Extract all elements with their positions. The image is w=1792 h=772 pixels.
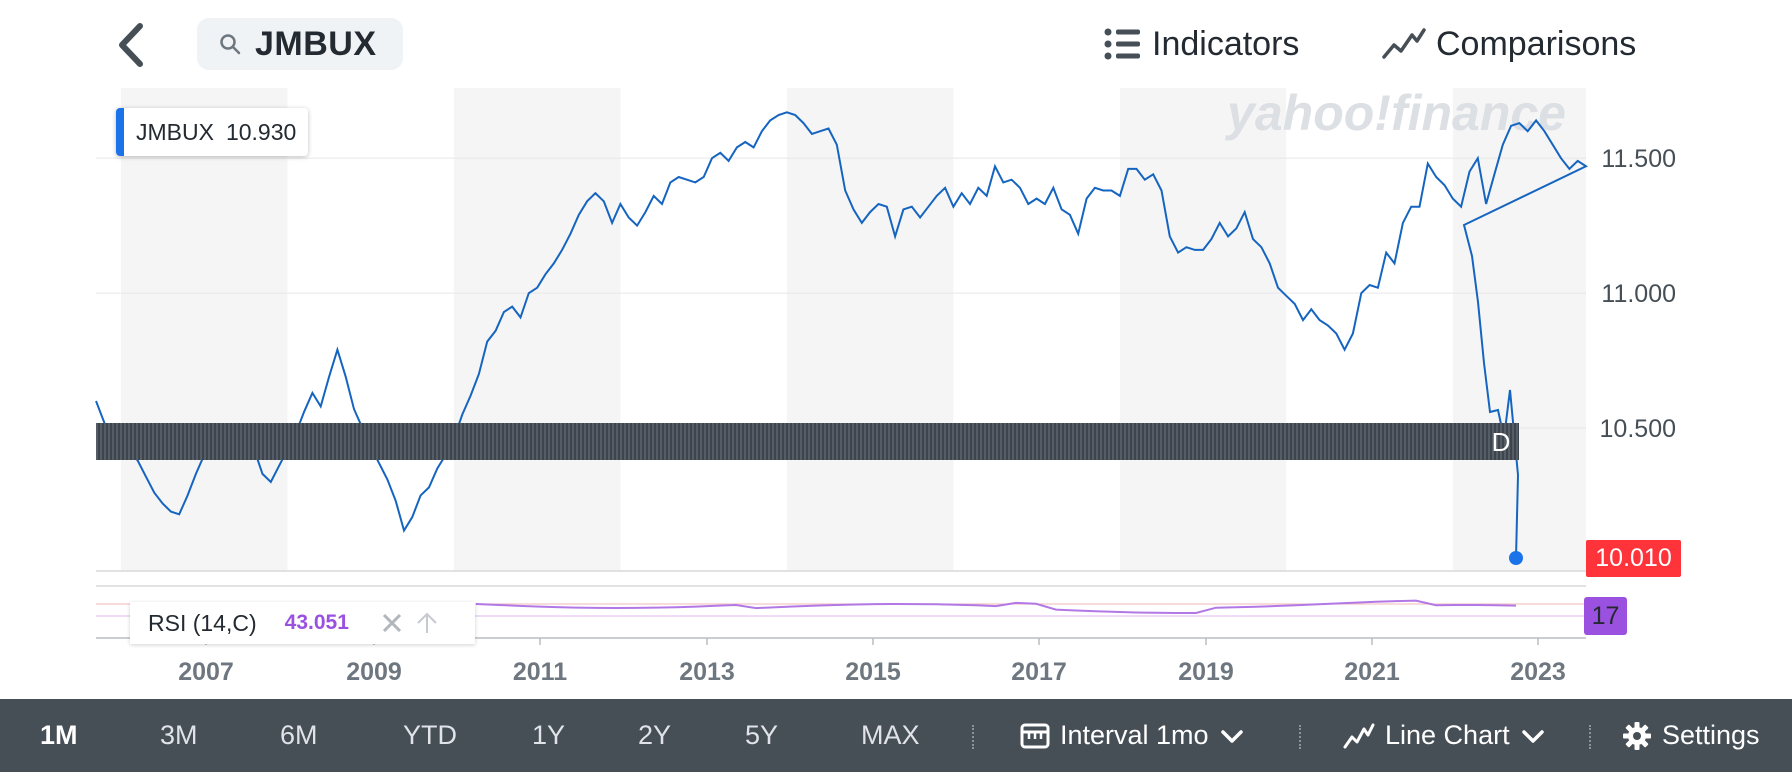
comparisons-button[interactable]: Comparisons (1382, 20, 1636, 68)
chevron-left-icon (119, 23, 143, 67)
watermark-logo: yahoo!finance (1224, 85, 1566, 141)
bottom-toolbar: 1M 3M 6M YTD 1Y 2Y 5Y MAX Interval 1mo L… (0, 699, 1792, 772)
legend-color-bar (116, 108, 124, 156)
toolbar-separator (972, 725, 974, 749)
x-tick-label: 2013 (679, 658, 735, 686)
rsi-line (475, 599, 1517, 614)
range-label: MAX (861, 720, 920, 750)
range-label: 1Y (532, 720, 566, 750)
indicators-label: Indicators (1152, 24, 1300, 63)
x-tick-label: 2019 (1178, 658, 1234, 686)
interval-select[interactable]: Interval 1mo (1020, 699, 1255, 772)
range-6m[interactable]: 6M (280, 699, 318, 772)
line-chart-icon (1343, 723, 1375, 748)
year-band (120, 88, 288, 571)
range-1y[interactable]: 1Y (532, 699, 565, 772)
range-label: 5Y (745, 720, 779, 750)
toolbar-separator (1589, 725, 1591, 749)
toolbar-separator (1299, 725, 1301, 749)
range-label: 3M (160, 720, 198, 750)
rsi-value: 43.051 (284, 611, 349, 634)
range-ytd[interactable]: YTD (403, 699, 457, 772)
year-band (786, 88, 954, 571)
series-legend[interactable]: JMBUX 10.930 (116, 108, 309, 156)
range-3m[interactable]: 3M (160, 699, 198, 772)
range-label: 1M (40, 720, 78, 750)
year-band (1452, 88, 1586, 571)
indicators-button[interactable]: Indicators (1104, 20, 1299, 68)
range-label: 6M (280, 720, 318, 750)
range-label: 2Y (638, 720, 672, 750)
range-max[interactable]: MAX (861, 699, 920, 772)
back-button[interactable] (112, 22, 152, 68)
year-band (453, 88, 621, 571)
x-tick-label: 2023 (1510, 658, 1566, 686)
chevron-down-icon (1220, 729, 1243, 743)
year-band (1119, 88, 1287, 571)
chevron-down-icon (1521, 729, 1544, 743)
x-tick-label: 2011 (513, 658, 567, 686)
x-tick-label: 2015 (845, 658, 901, 686)
gear-icon (1623, 721, 1651, 750)
range-1m[interactable]: 1M (40, 699, 78, 772)
current-price-tag: 10.010 (1586, 540, 1681, 577)
search-icon (220, 34, 241, 55)
ruler-icon (1020, 723, 1050, 748)
range-2y[interactable]: 2Y (638, 699, 671, 772)
line-chart-icon (1382, 28, 1426, 59)
x-tick-label: 2009 (346, 658, 402, 686)
price-chart[interactable]: yahoo!finance 11.500 11.000 10.500 2007 200… (0, 0, 1792, 700)
list-icon (1104, 28, 1140, 60)
y-tick-label: 10.500 (1600, 415, 1676, 443)
drawing-overlay-texture (96, 423, 1519, 460)
overlay-marker-d[interactable]: D (1492, 427, 1511, 457)
x-tick-label: 2007 (178, 658, 234, 686)
symbol-search[interactable]: JMBUX (197, 18, 403, 70)
chart-type-label: Line Chart (1385, 720, 1510, 750)
interval-label: Interval 1mo (1060, 720, 1209, 750)
y-tick-label: 11.000 (1601, 280, 1676, 308)
close-icon[interactable] (381, 612, 403, 634)
rsi-value-tag: 17 (1584, 597, 1627, 635)
range-label: YTD (403, 720, 457, 750)
settings-label: Settings (1662, 720, 1760, 750)
chart-type-select[interactable]: Line Chart (1343, 699, 1556, 772)
rsi-legend[interactable]: RSI (14,C) 43.051 (130, 602, 475, 644)
last-price-dot (1509, 551, 1523, 565)
x-tick-label: 2017 (1011, 658, 1067, 686)
comparisons-label: Comparisons (1436, 24, 1637, 63)
price-line (95, 111, 1589, 559)
settings-button[interactable]: Settings (1622, 699, 1760, 772)
legend-symbol: JMBUX (136, 118, 214, 145)
rsi-label: RSI (14,C) (148, 609, 257, 636)
x-tick-label: 2021 (1344, 658, 1400, 686)
legend-value: 10.930 (225, 118, 297, 145)
y-tick-label: 11.500 (1601, 145, 1676, 173)
arrow-up-icon[interactable] (415, 611, 439, 635)
symbol-text: JMBUX (255, 24, 377, 63)
range-5y[interactable]: 5Y (745, 699, 778, 772)
